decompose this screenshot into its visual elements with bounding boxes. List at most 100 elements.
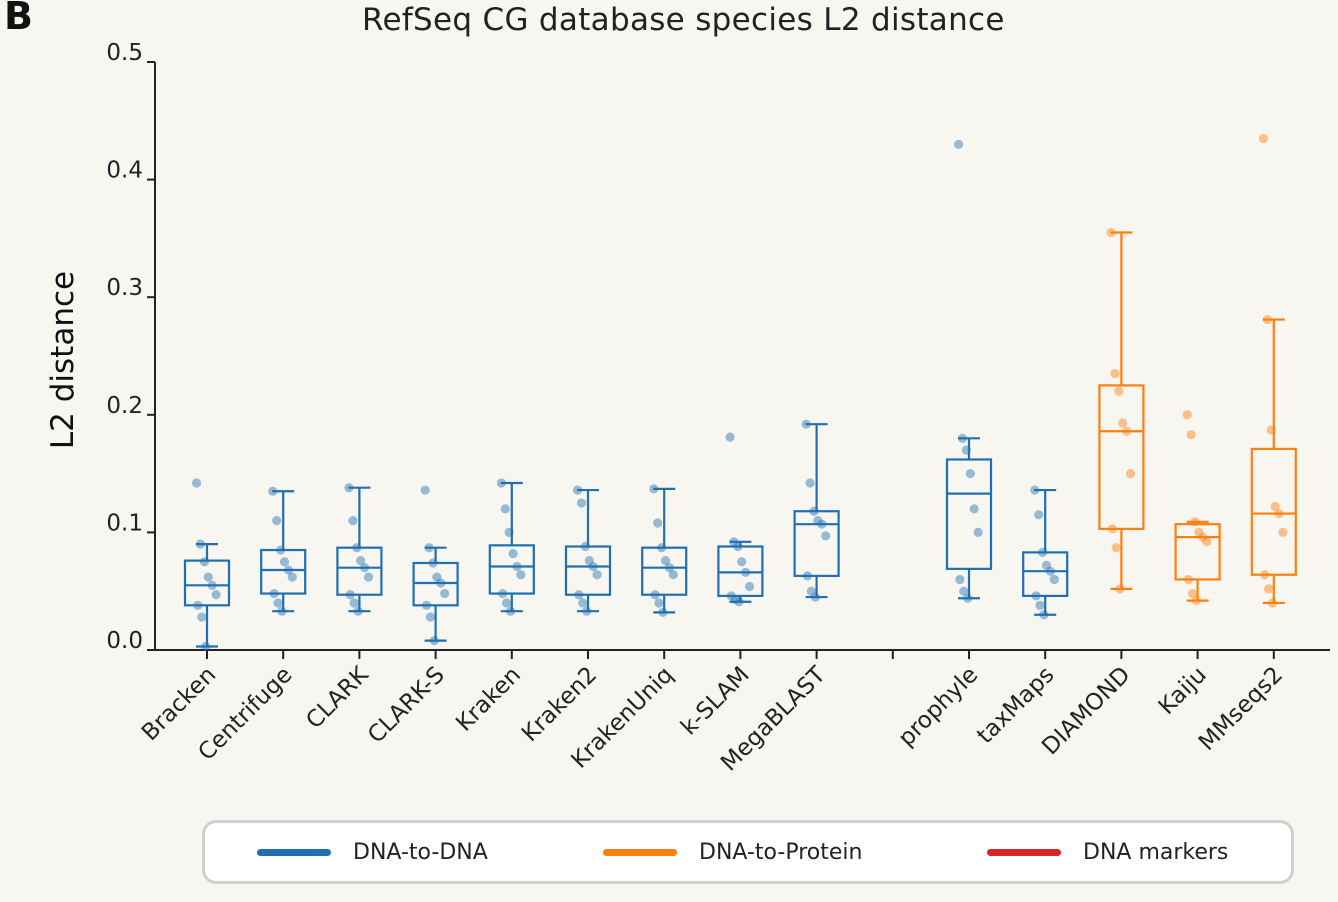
iqr-box — [945, 458, 993, 570]
y-tick-label: 0.5 — [106, 40, 143, 66]
legend-swatch — [987, 848, 1061, 856]
data-point — [1194, 527, 1204, 538]
box-clark — [336, 483, 383, 616]
data-point — [440, 588, 450, 599]
data-point — [500, 504, 510, 514]
legend-swatch — [603, 848, 677, 856]
data-point — [660, 556, 671, 566]
box-megablast — [793, 419, 840, 602]
data-point — [1049, 574, 1059, 585]
data-point — [578, 598, 588, 608]
data-point — [349, 598, 359, 608]
data-point — [737, 557, 747, 567]
data-point — [272, 516, 282, 526]
data-point — [348, 516, 358, 526]
iqr-box — [1250, 447, 1297, 576]
data-point — [954, 139, 964, 149]
data-point — [356, 556, 366, 566]
data-point — [725, 432, 735, 442]
iqr-box — [564, 545, 612, 596]
data-point — [363, 572, 374, 582]
x-tick-label: CLARK — [301, 661, 374, 734]
box-mmseqs2 — [1250, 133, 1297, 608]
y-tick-label: 0.0 — [106, 628, 143, 654]
legend-swatch — [257, 848, 331, 856]
legend-label: DNA-to-DNA — [353, 839, 488, 865]
data-point — [973, 527, 983, 538]
data-point — [1182, 410, 1192, 420]
box-kaiju — [1174, 410, 1221, 606]
data-point — [1114, 386, 1124, 396]
x-tick-label: Kaiju — [1154, 662, 1212, 720]
chart-title: RefSeq CG database species L2 distance — [362, 2, 1005, 38]
data-point — [425, 612, 435, 622]
iqr-box — [793, 510, 840, 578]
data-point — [1270, 501, 1280, 512]
data-point — [744, 581, 755, 592]
data-point — [955, 574, 965, 585]
data-point — [654, 598, 664, 608]
data-point — [668, 570, 678, 580]
x-tick-label: MMseqs2 — [1194, 662, 1288, 756]
box-diamond — [1098, 227, 1145, 594]
data-point — [1125, 469, 1136, 479]
y-tick-label: 0.1 — [106, 510, 143, 536]
data-point — [805, 478, 815, 488]
x-tick-label: prophyle — [893, 662, 983, 752]
iqr-box — [336, 546, 383, 596]
box-series — [183, 133, 1297, 652]
legend-label: DNA markers — [1083, 839, 1229, 865]
data-point — [432, 572, 442, 582]
legend: DNA-to-DNA DNA-to-Protein DNA markers — [202, 820, 1294, 884]
data-point — [1110, 369, 1120, 379]
legend-item-dna-to-protein: DNA-to-Protein — [603, 823, 862, 881]
data-point — [1035, 600, 1045, 610]
box-centrifuge — [260, 486, 307, 616]
legend-item-dna-to-dna: DNA-to-DNA — [257, 823, 488, 881]
box-bracken — [183, 478, 231, 652]
panel-label: B — [4, 0, 33, 38]
data-point — [197, 612, 207, 622]
data-point — [192, 478, 202, 488]
data-point — [502, 598, 512, 608]
data-point — [279, 557, 290, 567]
data-point — [969, 504, 979, 514]
data-point — [965, 469, 975, 479]
data-point — [211, 590, 221, 600]
data-point — [592, 570, 602, 580]
legend-item-dna-markers: DNA markers — [987, 823, 1228, 881]
iqr-box — [183, 559, 231, 607]
data-point — [508, 548, 518, 559]
iqr-box — [717, 545, 764, 598]
data-point — [1278, 527, 1288, 538]
box-k-slam — [717, 432, 764, 607]
iqr-box — [1022, 551, 1069, 598]
data-point — [287, 572, 297, 582]
box-clark-s — [412, 485, 459, 646]
data-point — [1118, 418, 1128, 428]
x-tick-label: Kraken — [451, 662, 526, 737]
data-point — [1111, 543, 1121, 553]
data-point — [821, 531, 831, 541]
box-krakenuniq — [641, 484, 688, 617]
y-axis: 0.0 0.1 0.2 0.3 0.4 0.5 — [106, 40, 156, 654]
legend-label: DNA-to-Protein — [699, 839, 863, 865]
box-kraken — [488, 478, 535, 616]
data-point — [1258, 133, 1268, 144]
data-point — [1034, 510, 1044, 520]
data-point — [813, 516, 823, 526]
data-point — [1186, 430, 1196, 440]
data-point — [576, 498, 587, 508]
y-axis-label: L2 distance — [45, 271, 81, 449]
data-point — [420, 485, 430, 495]
data-point — [584, 556, 594, 566]
data-point — [273, 598, 283, 608]
x-tick-label: k-SLAM — [676, 662, 755, 741]
box-kraken2 — [564, 485, 612, 616]
data-point — [1187, 588, 1197, 599]
data-point — [959, 586, 969, 596]
data-point — [1041, 560, 1052, 570]
data-point — [516, 570, 526, 580]
data-point — [203, 572, 213, 582]
